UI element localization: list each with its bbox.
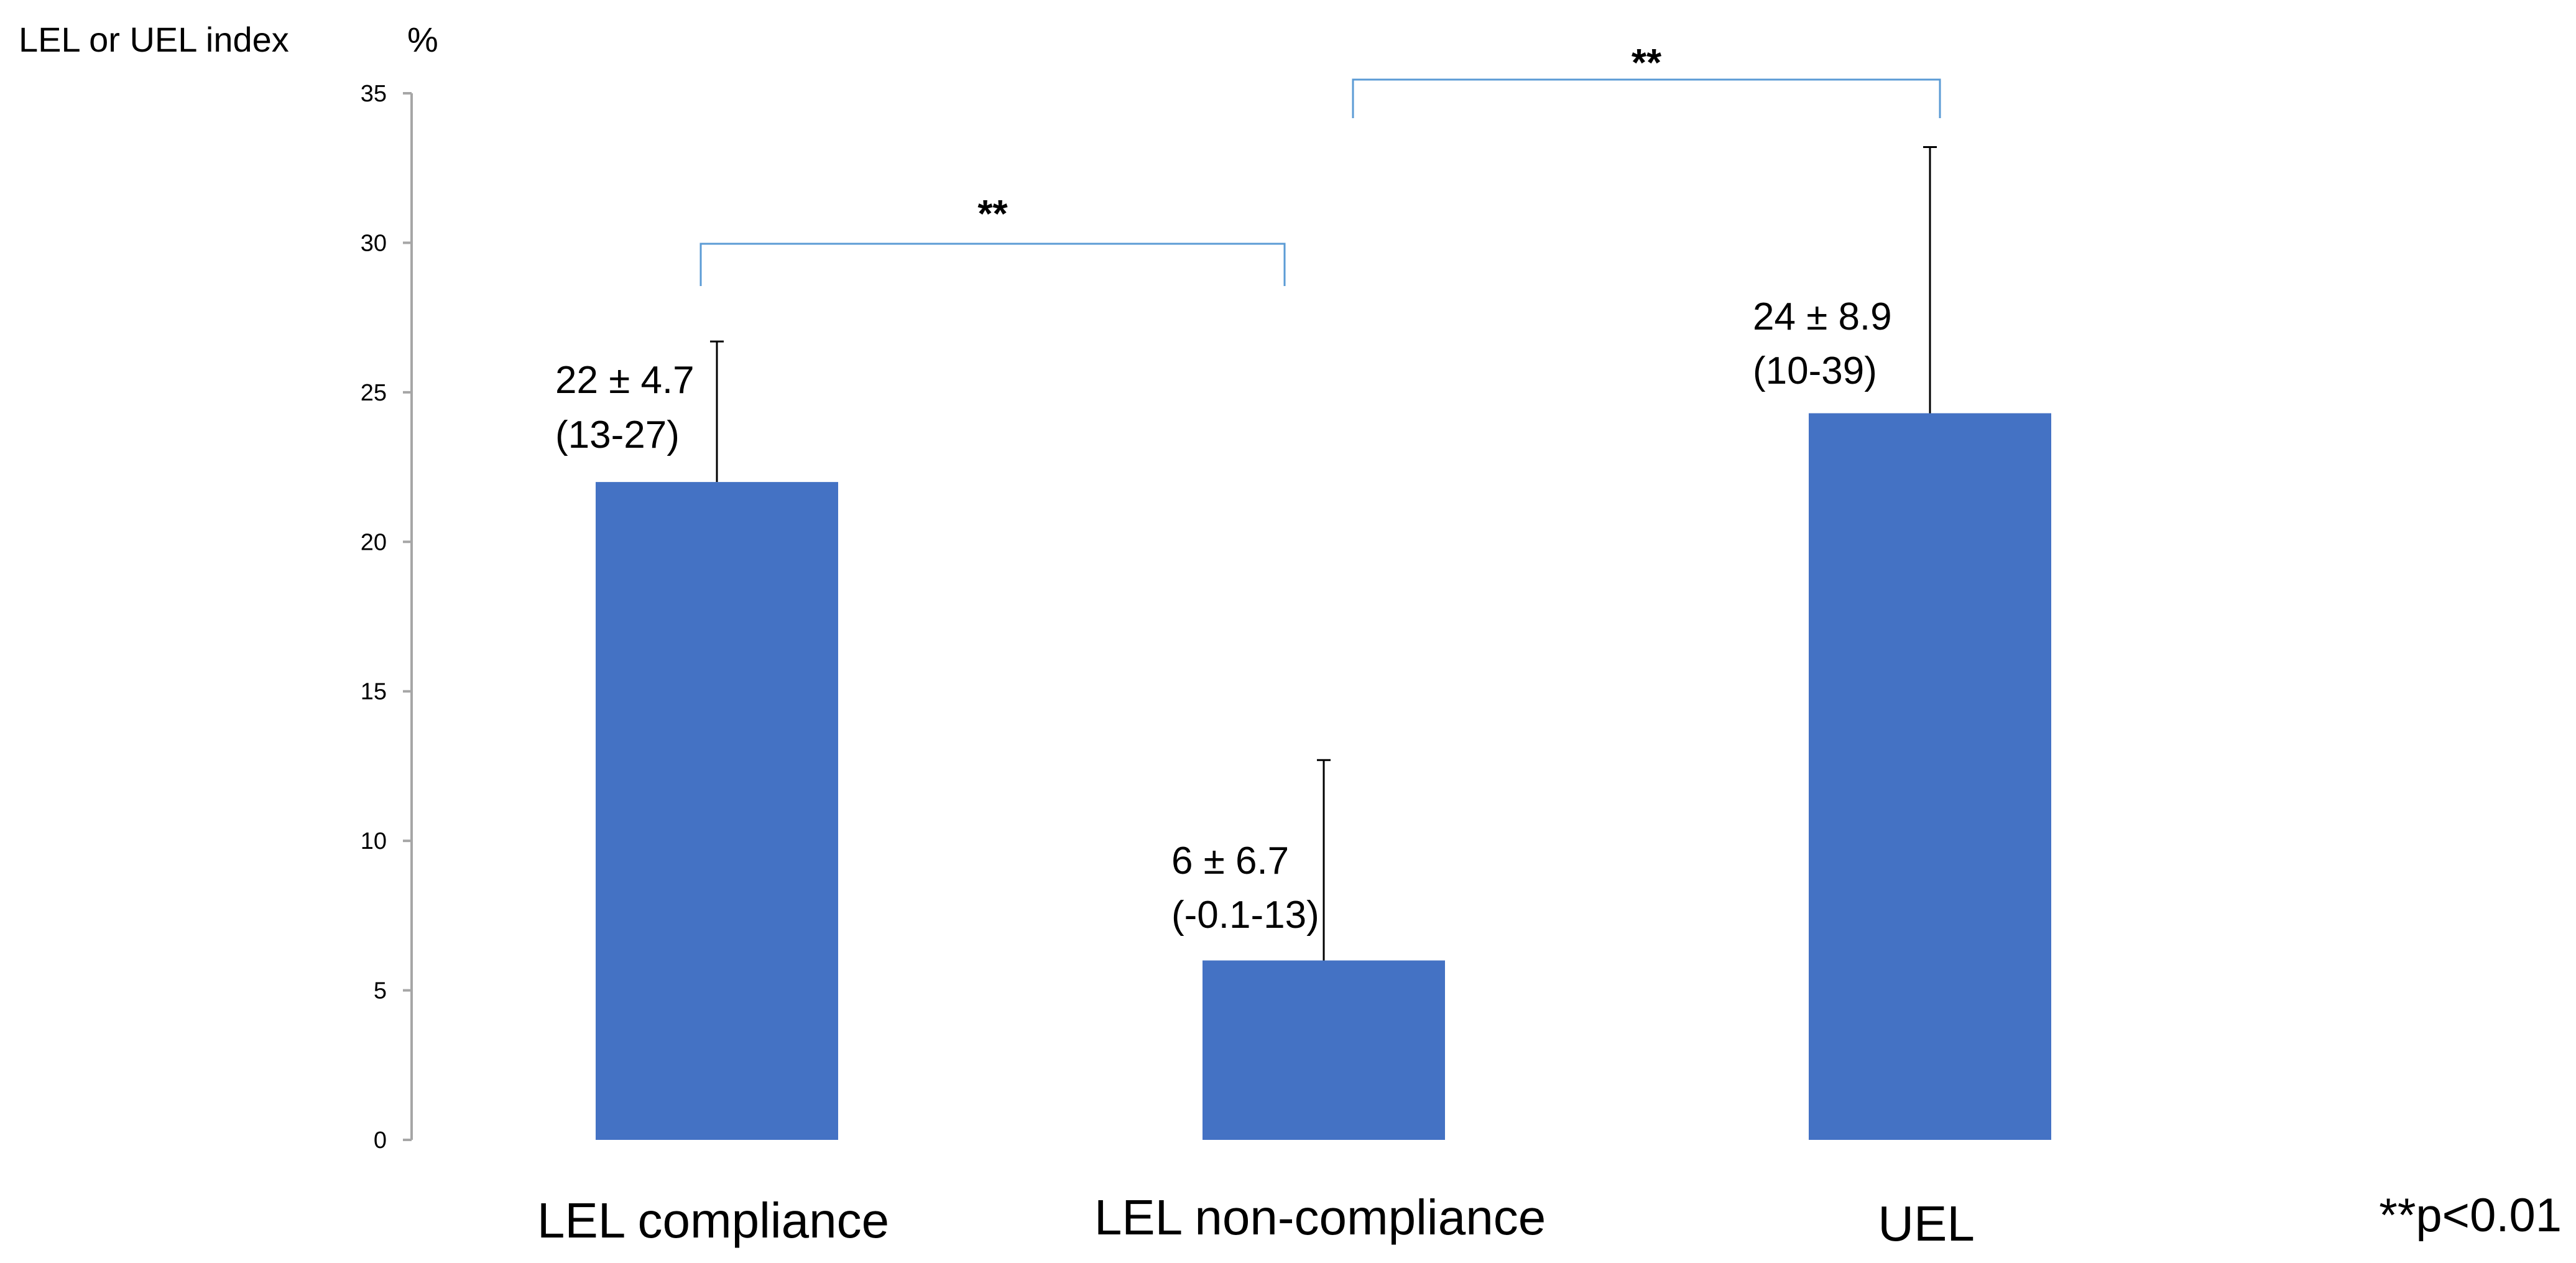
data-label-range: (13-27) — [555, 414, 680, 456]
category-labels: LEL compliance LEL non-compliance UEL — [537, 1190, 1975, 1251]
footnote: **p<0.01 — [2379, 1189, 2562, 1242]
y-tick-label: 0 — [374, 1127, 387, 1154]
significance-label: ** — [977, 193, 1008, 236]
y-tick-label: 35 — [361, 81, 387, 107]
data-label-range: (-0.1-13) — [1171, 894, 1319, 937]
bar-lel-non-compliance — [1203, 960, 1445, 1140]
data-label-mean-sd: 6 ± 6.7 — [1171, 840, 1289, 882]
y-tick-label: 5 — [374, 978, 387, 1004]
y-tick-label: 15 — [361, 679, 387, 705]
data-label-mean-sd: 22 ± 4.7 — [555, 359, 695, 402]
y-tick-label: 30 — [361, 230, 387, 256]
y-axis-ticks: 0 5 10 15 20 25 30 35 — [361, 81, 412, 1154]
bar-lel-compliance — [596, 482, 838, 1140]
significance-brackets: ** ** — [699, 42, 1941, 286]
significance-bracket — [1352, 78, 1941, 118]
y-axis-unit: % — [407, 20, 438, 59]
bars-group: 22 ± 4.7 (13-27) 6 ± 6.7 (-0.1-13) 24 ± 8.9 (… — [555, 146, 2051, 1140]
significance-label: ** — [1632, 42, 1662, 85]
y-axis-label: LEL or UEL index — [19, 20, 289, 59]
y-tick-label: 25 — [361, 380, 387, 406]
y-tick-label: 20 — [361, 529, 387, 555]
category-label: UEL — [1878, 1196, 1975, 1251]
category-label: LEL compliance — [537, 1193, 889, 1248]
significance-bracket — [699, 243, 1286, 286]
data-label-mean-sd: 24 ± 8.9 — [1753, 295, 1892, 338]
data-label-range: (10-39) — [1753, 349, 1877, 392]
y-tick-label: 10 — [361, 828, 387, 854]
category-label: LEL non-compliance — [1094, 1190, 1546, 1245]
bar-uel — [1809, 413, 2051, 1140]
